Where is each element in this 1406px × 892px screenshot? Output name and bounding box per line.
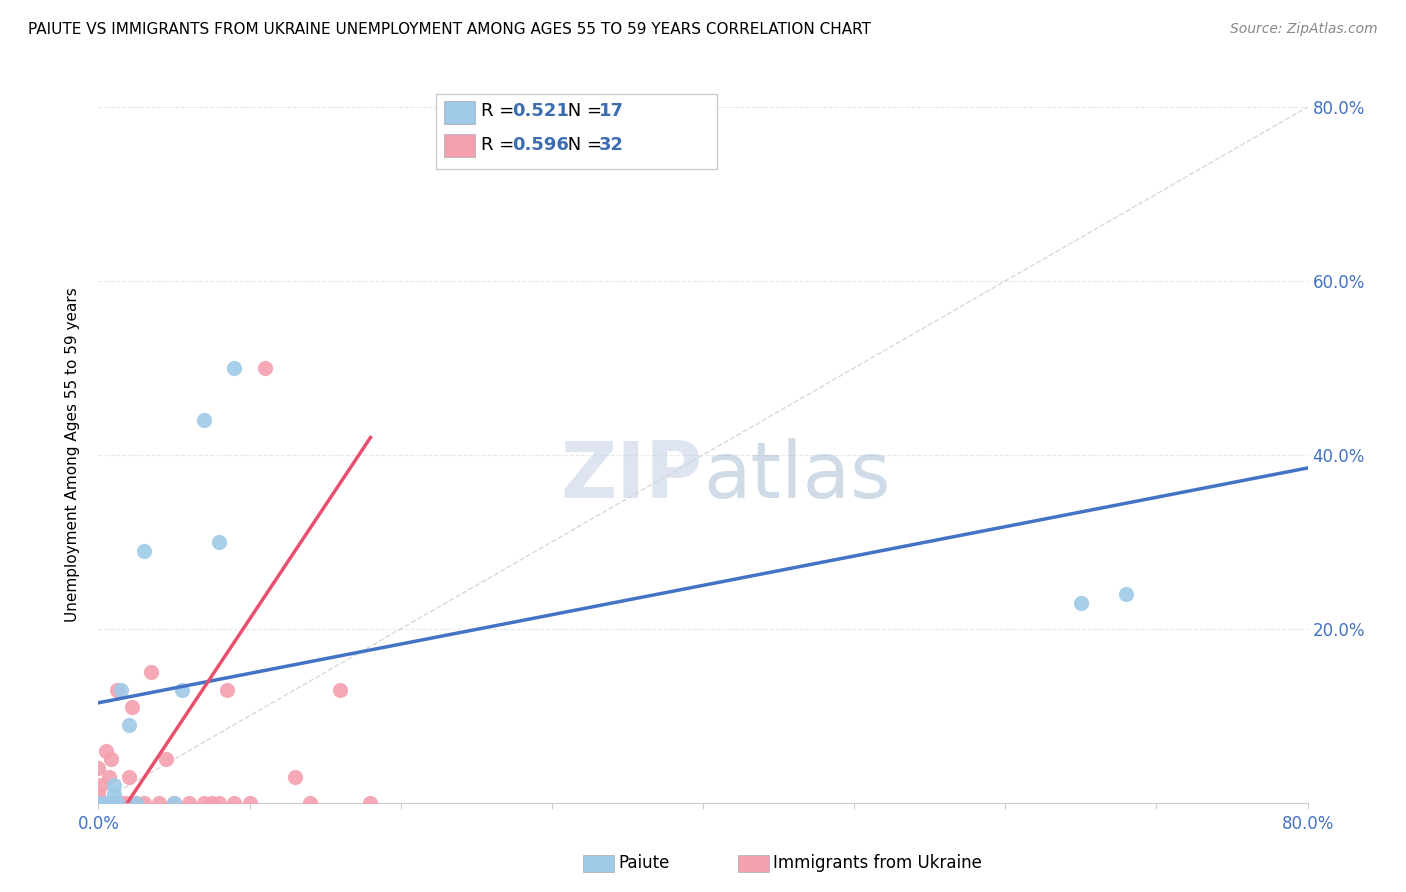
Point [163,796,186,810]
Point [155,752,177,766]
Point [118,770,141,784]
Point [110,682,132,697]
Text: R =: R = [481,136,520,153]
Point [118,717,141,731]
Text: Paiute: Paiute [619,855,671,872]
Text: 0.521: 0.521 [512,103,568,120]
Point [125,796,148,810]
Point [141,665,163,680]
Point [132,796,155,810]
Text: 0.596: 0.596 [512,136,568,153]
Point [1115,587,1137,601]
Point [253,360,276,375]
Point [100,752,122,766]
Point [103,778,125,793]
Point [170,682,193,697]
Point [193,413,215,427]
Point [90,778,112,793]
Point [114,796,136,810]
Y-axis label: Unemployment Among Ages 55 to 59 years: Unemployment Among Ages 55 to 59 years [65,287,80,623]
Point [98,770,121,784]
Point [103,787,125,801]
Point [87,796,110,810]
Point [105,682,128,697]
Point [148,796,170,810]
Point [125,796,148,810]
Point [224,360,246,375]
Point [329,682,352,697]
Text: 32: 32 [599,136,624,153]
Point [87,787,110,801]
Point [87,796,110,810]
Point [193,796,215,810]
Point [103,796,125,810]
Point [94,744,117,758]
Point [1070,596,1092,610]
Point [163,796,186,810]
Point [360,796,382,810]
Text: PAIUTE VS IMMIGRANTS FROM UKRAINE UNEMPLOYMENT AMONG AGES 55 TO 59 YEARS CORRELA: PAIUTE VS IMMIGRANTS FROM UKRAINE UNEMPL… [28,22,872,37]
Text: Immigrants from Ukraine: Immigrants from Ukraine [773,855,983,872]
Point [208,796,231,810]
Point [208,534,231,549]
Point [284,770,307,784]
Point [132,543,155,558]
Text: Source: ZipAtlas.com: Source: ZipAtlas.com [1230,22,1378,37]
Point [94,796,117,810]
Point [239,796,262,810]
Point [179,796,201,810]
Point [110,796,132,810]
Point [93,796,115,810]
Point [105,796,128,810]
Point [201,796,224,810]
Text: atlas: atlas [703,438,890,514]
Text: R =: R = [481,103,520,120]
Point [121,700,143,714]
Point [87,761,110,775]
Point [299,796,322,810]
Text: 17: 17 [599,103,624,120]
Text: ZIP: ZIP [561,438,703,514]
Point [100,796,122,810]
Text: N =: N = [562,103,609,120]
Point [215,682,238,697]
Text: N =: N = [562,136,609,153]
Point [224,796,246,810]
